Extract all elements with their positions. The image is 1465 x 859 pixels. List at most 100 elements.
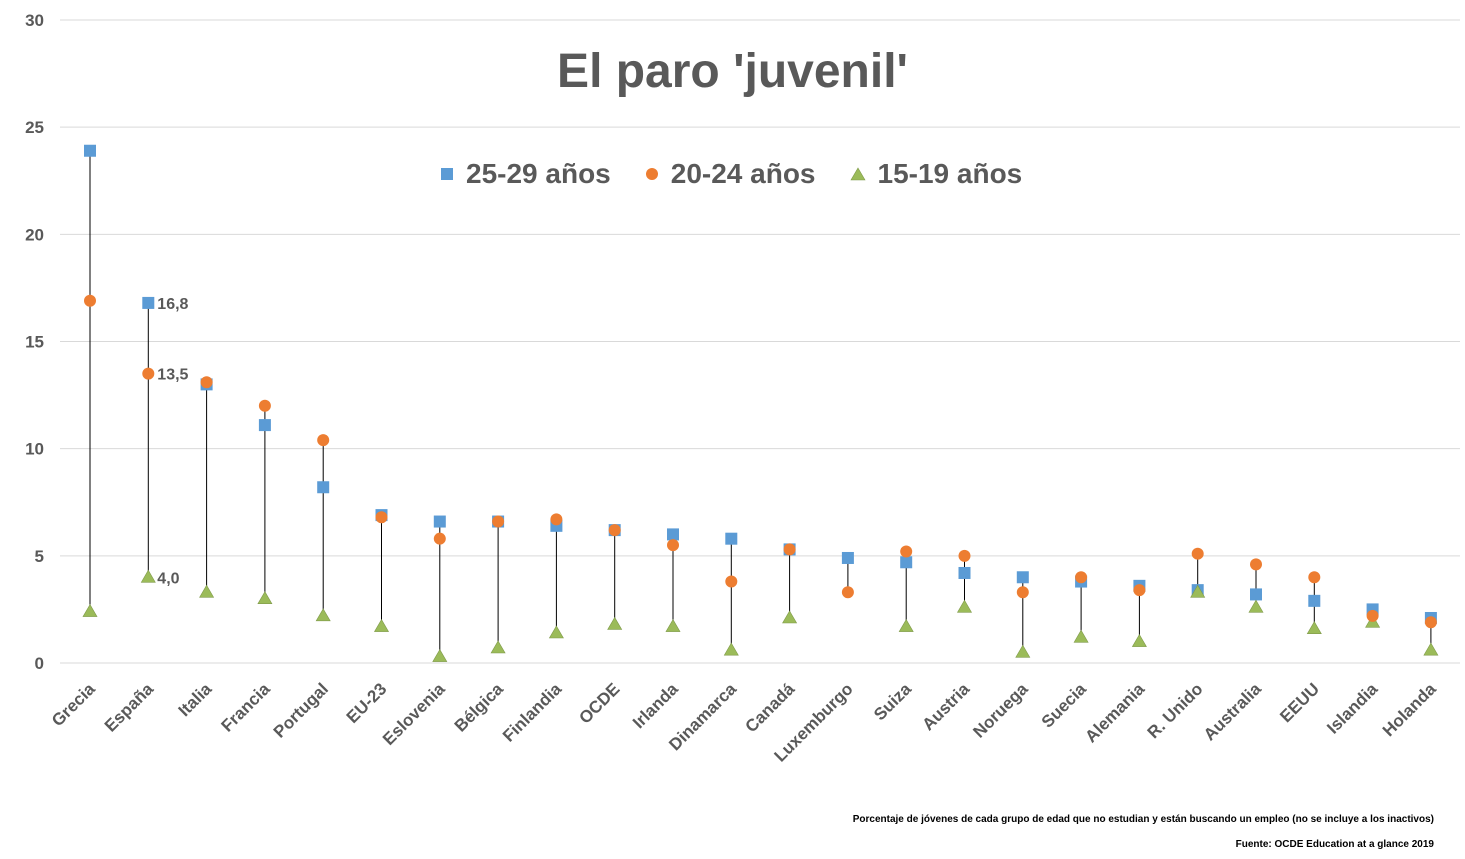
point-circle	[200, 376, 213, 389]
point-triangle	[1015, 644, 1031, 658]
point-circle	[1250, 558, 1262, 571]
point-triangle	[199, 584, 215, 598]
y-tick-label: 15	[25, 333, 44, 352]
point-triangle	[140, 569, 156, 583]
point-square	[900, 556, 913, 569]
y-tick-label: 25	[25, 118, 44, 137]
x-tick-label: EU-23	[343, 679, 391, 727]
x-tick-label: Portugal	[270, 679, 332, 741]
point-circle	[1133, 584, 1146, 597]
y-axis: 0 5 10 15 20 25 30	[25, 11, 44, 673]
point-circle	[433, 532, 446, 545]
point-square	[1308, 594, 1321, 607]
point-circle	[1016, 586, 1029, 599]
point-circle	[84, 294, 96, 307]
data-label: 13,5	[157, 367, 188, 384]
y-tick-label: 0	[35, 654, 44, 673]
point-circle	[725, 575, 738, 588]
point-square	[1016, 571, 1029, 584]
legend-item-25-29: 25-29 años	[440, 158, 611, 190]
point-circle	[958, 549, 971, 562]
data-label: 16,8	[157, 296, 188, 313]
y-tick-label: 5	[35, 547, 44, 566]
triangle-marker-icon	[849, 167, 866, 181]
x-tick-label: Australia	[1200, 679, 1265, 744]
y-tick-label: 30	[25, 11, 44, 30]
x-tick-label: Austria	[918, 679, 973, 734]
point-circle	[783, 543, 796, 556]
legend-item-15-19: 15-19 años	[849, 158, 1023, 190]
x-tick-label: Francia	[218, 679, 275, 736]
point-square	[841, 551, 854, 564]
legend-label-25-29: 25-29 años	[466, 158, 611, 189]
point-triangle	[723, 642, 739, 656]
point-square	[317, 481, 330, 494]
legend-label-20-24: 20-24 años	[670, 158, 816, 189]
point-circle	[1075, 571, 1088, 584]
point-circle	[900, 545, 913, 558]
y-tick-label: 20	[25, 225, 44, 244]
source-note: Fuente: OCDE Education at a glance 2019	[1235, 839, 1434, 850]
legend-item-20-24: 20-24 años	[645, 158, 816, 190]
point-triangle	[490, 640, 506, 654]
x-tick-label: Suiza	[870, 679, 915, 724]
point-circle	[1308, 571, 1321, 584]
x-tick-label: Suecia	[1038, 679, 1091, 732]
x-tick-label: Finlandia	[499, 679, 566, 746]
gridlines	[60, 19, 1460, 664]
point-circle	[142, 367, 155, 380]
chart-title: El paro 'juvenil'	[557, 45, 908, 98]
square-marker-icon	[441, 168, 453, 180]
y-tick-label: 10	[25, 440, 44, 459]
point-square	[142, 296, 155, 309]
x-tick-label: EEUU	[1276, 679, 1323, 726]
x-tick-label: Holanda	[1379, 679, 1440, 740]
point-triangle	[1248, 599, 1264, 613]
legend-label-15-19: 15-19 años	[877, 158, 1023, 189]
point-triangle	[373, 618, 390, 632]
point-circle	[608, 524, 621, 537]
x-tick-label: R. Unido	[1144, 679, 1207, 742]
point-circle	[492, 515, 505, 528]
x-tick-label: España	[101, 679, 158, 736]
point-triangle	[257, 591, 273, 605]
point-circle	[550, 513, 563, 526]
point-square	[433, 515, 446, 528]
point-triangle	[665, 618, 681, 632]
circle-marker-icon	[645, 168, 658, 180]
range-lines	[89, 150, 1432, 657]
point-square	[1250, 588, 1262, 601]
point-square	[725, 532, 738, 545]
footnote: Porcentaje de jóvenes de cada grupo de e…	[852, 814, 1434, 825]
point-triangle	[782, 610, 798, 624]
point-circle	[1191, 547, 1204, 560]
point-circle	[375, 511, 388, 524]
point-square	[958, 566, 971, 579]
point-square	[258, 419, 271, 432]
point-triangle	[1190, 584, 1206, 598]
point-triangle	[898, 618, 914, 632]
x-tick-label: Alemania	[1081, 679, 1148, 746]
data-labels: 16,8 13,5 4,0	[157, 296, 188, 587]
data-points	[82, 144, 1439, 662]
point-triangle	[82, 603, 98, 617]
x-tick-label: Canadá	[742, 679, 799, 736]
point-triangle	[548, 625, 564, 639]
x-tick-label: Bélgica	[451, 679, 508, 736]
point-triangle	[1131, 633, 1147, 647]
x-tick-label: Irlanda	[629, 679, 682, 732]
point-circle	[1424, 616, 1437, 629]
x-tick-label: Eslovenia	[379, 679, 449, 749]
point-triangle	[1073, 629, 1089, 643]
x-tick-label: OCDE	[575, 679, 623, 727]
x-tick-label: Italia	[175, 679, 216, 720]
legend: 25-29 años 20-24 años 15-19 años	[440, 158, 1056, 190]
point-triangle	[432, 648, 448, 662]
point-circle	[258, 399, 271, 412]
point-triangle	[1423, 642, 1439, 656]
point-square	[84, 144, 96, 157]
point-triangle	[956, 599, 973, 613]
point-triangle	[607, 616, 623, 630]
data-label: 4,0	[157, 570, 179, 587]
